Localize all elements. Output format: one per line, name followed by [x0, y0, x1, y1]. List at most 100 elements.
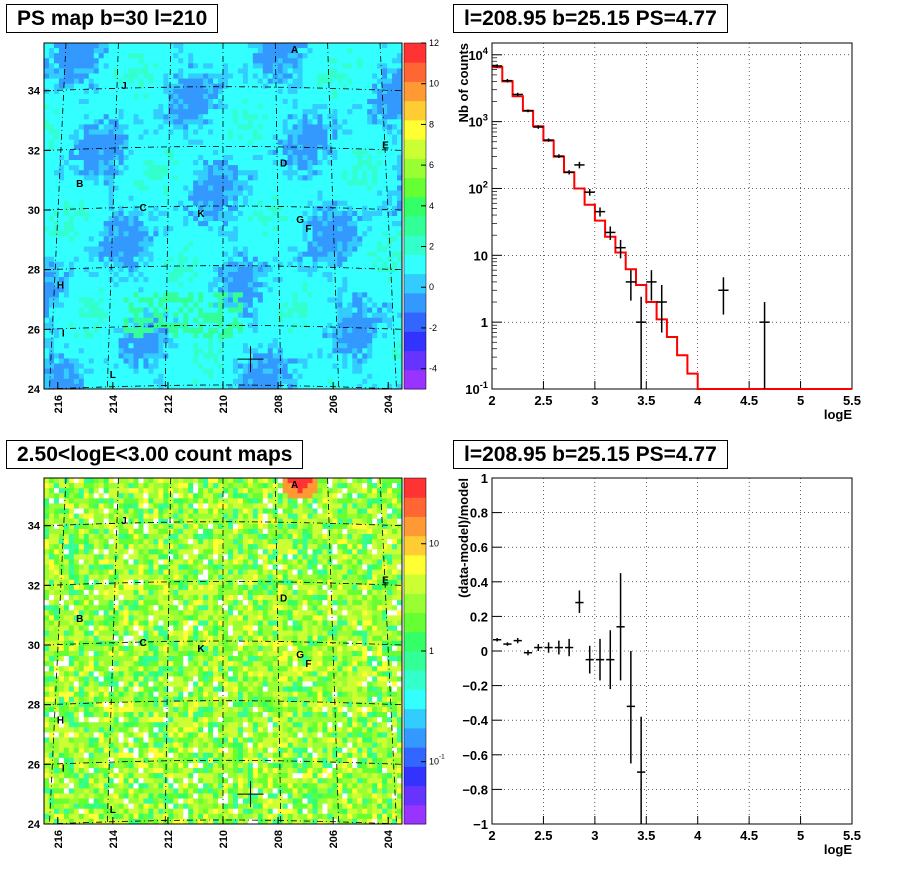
- colorbar: 10 1 10-1: [403, 477, 445, 825]
- graticule-lon: [379, 477, 397, 825]
- colorbar-cell: [404, 554, 426, 575]
- x-tick-label: 5.5: [843, 393, 861, 408]
- y-tick-label: 28: [28, 700, 40, 712]
- y-tick-label: 0: [481, 644, 488, 659]
- colorbar-cell: [404, 593, 426, 614]
- y-tick-label: 34: [28, 521, 41, 533]
- source-label-L: L: [110, 805, 116, 816]
- colorbar-tick-label: 1: [429, 646, 434, 656]
- colorbar-cell: [404, 312, 426, 332]
- y-tick-label: 24: [28, 384, 41, 396]
- map-graticule: [43, 477, 403, 825]
- x-tick-label: 4.5: [740, 393, 758, 408]
- x-tick-label: 2.5: [534, 828, 552, 843]
- colorbar-cell: [404, 331, 426, 352]
- colorbar-cell: [404, 612, 426, 633]
- source-label-C: C: [140, 203, 147, 214]
- y-tick-label: 24: [28, 819, 41, 831]
- x-tick-label: 214: [108, 394, 120, 413]
- source-label-K: K: [197, 644, 205, 655]
- y-tick-label: −0.2: [462, 679, 488, 694]
- colorbar-cell: [404, 689, 426, 710]
- y-tick-label: −0.6: [462, 748, 488, 763]
- colorbar-tick-label: 12: [429, 38, 439, 48]
- map-title-top: PS map b=30 l=210: [6, 4, 219, 33]
- x-tick-label: 4: [694, 393, 702, 408]
- x-axis-label: logE: [824, 407, 852, 422]
- x-tick-label: 216: [53, 830, 65, 848]
- colorbar-cell: [404, 62, 426, 82]
- y-tick-label: 34: [28, 86, 41, 98]
- colorbar-cell: [404, 100, 426, 121]
- colorbar-cell: [404, 670, 426, 690]
- colorbar-tick-label: 2: [429, 242, 434, 252]
- y-tick-label: 1: [481, 315, 488, 330]
- y-tick-label: 103: [468, 113, 488, 130]
- y-tick-label: 1: [481, 471, 488, 486]
- y-tick-label: 32: [28, 580, 40, 592]
- colorbar-tick-label: 8: [429, 119, 434, 129]
- x-tick-label: 206: [328, 395, 340, 413]
- y-tick-label: 0.8: [470, 506, 488, 521]
- colorbar-frame: [403, 42, 427, 390]
- colorbar-cell: [404, 235, 426, 255]
- residual-title: l=208.95 b=25.15 PS=4.77: [453, 440, 728, 469]
- graticule-lon: [274, 477, 282, 825]
- colorbar-tick-label: -2: [429, 323, 437, 333]
- y-axis-label: Nb of counts: [456, 43, 471, 122]
- x-tick-label: 210: [218, 395, 230, 413]
- source-label-A: A: [291, 480, 298, 491]
- graticule-lon: [327, 477, 340, 825]
- x-tick-label: 3: [591, 393, 598, 408]
- colorbar-cell: [404, 631, 426, 652]
- y-tick-label: 10-1: [465, 380, 488, 397]
- y-tick-label: 26: [28, 324, 40, 336]
- source-label-I: I: [62, 763, 65, 774]
- map-pixels: [44, 478, 403, 825]
- x-tick-label: 3: [591, 828, 598, 843]
- x-tick-label: 4.5: [740, 828, 758, 843]
- graticule-lon: [49, 42, 67, 390]
- colorbar-cell: [404, 216, 426, 236]
- source-label-F: F: [305, 659, 311, 670]
- x-tick-label: 2: [488, 393, 495, 408]
- colorbar-cell: [404, 177, 426, 198]
- colorbar-tick-label: 10: [429, 79, 439, 89]
- graticule-lon: [106, 42, 119, 390]
- x-tick-label: 216: [53, 395, 65, 413]
- residual-plot: 2 2.5 3 3.5 4 4.5 5 5.5 1 0.8 0.6 0.4 0.2 0 −0.2 −0.4 −0…: [456, 471, 861, 857]
- source-label-I: I: [62, 328, 65, 339]
- source-label-J: J: [121, 81, 127, 92]
- map-pixels: [44, 43, 403, 390]
- y-tick-label: 0.2: [470, 609, 488, 624]
- colorbar-tick-label: 4: [429, 201, 434, 211]
- x-tick-label: 210: [218, 830, 230, 848]
- colorbar-cell: [404, 350, 426, 371]
- x-tick-label: 3.5: [637, 393, 655, 408]
- y-tick-label: 30: [28, 205, 40, 217]
- spectrum-plot: 2 2.5 3 3.5 4 4.5 5 5.5 10-1 1 10 102 103 104 logE Nb o…: [456, 42, 861, 422]
- y-tick-label: 10: [474, 248, 488, 263]
- colorbar-tick-label: 6: [429, 160, 434, 170]
- spectrum-title: l=208.95 b=25.15 PS=4.77: [453, 4, 728, 33]
- colorbar-cell: [404, 81, 426, 102]
- colorbar-cell: [404, 574, 426, 594]
- source-label-G: G: [296, 650, 304, 661]
- x-tick-label: 204: [383, 394, 395, 413]
- colorbar-cell: [404, 516, 426, 537]
- map-graticule: [43, 42, 403, 390]
- colorbar-cell: [404, 158, 426, 179]
- sky-map-2: 24 26 28 30 32 34 216 214 212 210 208 206 204 A J E D B C K…: [28, 477, 445, 848]
- colorbar-tick-label: -4: [429, 364, 437, 374]
- y-tick-label: 30: [28, 640, 40, 652]
- colorbar-cell: [404, 651, 426, 671]
- x-tick-label: 214: [108, 829, 120, 848]
- source-label-D: D: [280, 593, 287, 604]
- source-label-B: B: [76, 614, 83, 625]
- source-label-E: E: [382, 140, 389, 151]
- x-axis-label: logE: [824, 842, 852, 857]
- colorbar-cell: [404, 139, 426, 159]
- colorbar-cell: [404, 785, 426, 806]
- source-label-C: C: [140, 638, 147, 649]
